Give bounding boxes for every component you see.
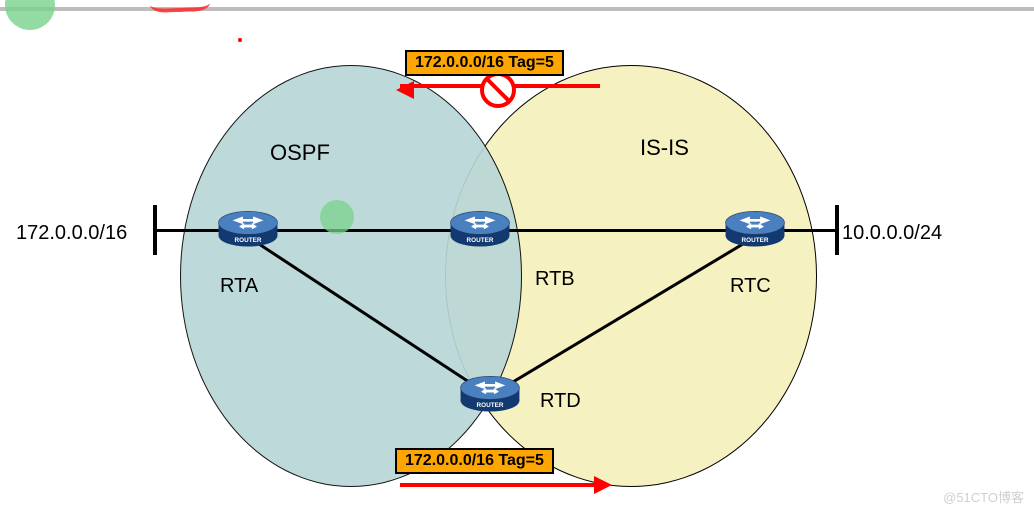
svg-text:ROUTER: ROUTER	[467, 237, 494, 244]
isis-label: IS-IS	[640, 135, 689, 161]
router-label-rtd: RTD	[540, 390, 581, 413]
net-label-right: 10.0.0.0/24	[842, 222, 942, 245]
router-label-rta: RTA	[220, 275, 258, 298]
left-terminator	[153, 205, 157, 255]
net-label-left: 172.0.0.0/16	[16, 222, 127, 245]
svg-text:ROUTER: ROUTER	[742, 237, 769, 244]
router-rtd: ROUTER	[458, 369, 522, 417]
ospf-label: OSPF	[270, 140, 330, 166]
tiny-red-dot	[238, 38, 242, 42]
router-rtb: ROUTER	[448, 204, 512, 252]
diagram-stage: 172.0.0.0/16 Tag=5 172.0.0.0/16 Tag=5 RO…	[0, 0, 1034, 512]
link	[248, 229, 480, 232]
link	[480, 229, 755, 232]
green-blot	[320, 200, 354, 234]
block-icon	[480, 72, 516, 108]
router-label-rtc: RTC	[730, 275, 771, 298]
corner-green-dot	[5, 0, 55, 30]
router-rta: ROUTER	[216, 204, 280, 252]
right-terminator	[835, 205, 839, 255]
router-label-rtb: RTB	[535, 268, 575, 291]
svg-text:ROUTER: ROUTER	[235, 237, 262, 244]
tag-box-top: 172.0.0.0/16 Tag=5	[405, 50, 564, 76]
watermark: @51CTO博客	[943, 487, 1024, 506]
svg-text:ROUTER: ROUTER	[477, 402, 504, 409]
red-scribble	[150, 0, 211, 13]
router-rtc: ROUTER	[723, 204, 787, 252]
tag-box-bottom: 172.0.0.0/16 Tag=5	[395, 448, 554, 474]
